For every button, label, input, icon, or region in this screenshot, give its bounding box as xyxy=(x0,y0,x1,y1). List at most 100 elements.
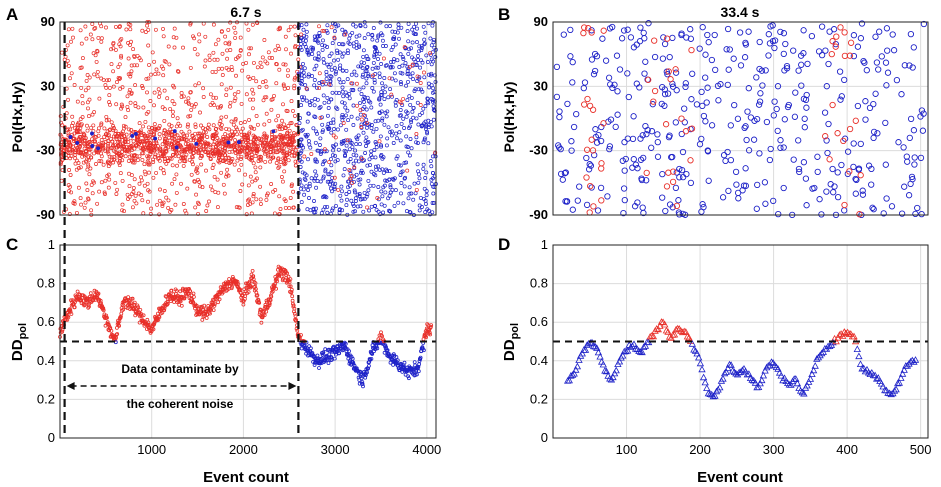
panel-a-point-red xyxy=(189,172,194,177)
panel-b-point-blue xyxy=(668,154,675,161)
panel-a-point-blue xyxy=(320,162,325,167)
panel-a-point-blue xyxy=(358,170,363,175)
panel-a-point-blue xyxy=(351,123,356,127)
panel-a-point-red xyxy=(265,134,270,139)
panel-a-point-red xyxy=(153,152,158,157)
panel-a-point-red xyxy=(248,146,253,151)
panel-a-point-red xyxy=(152,154,157,159)
panel-a-point-blue xyxy=(350,145,355,150)
panel-a-point-red xyxy=(247,52,251,57)
panel-a-point-red xyxy=(146,109,151,114)
panel-a-point-blue xyxy=(417,44,422,49)
panel-a-point-red xyxy=(99,39,104,44)
panel-a-point-blue xyxy=(357,43,361,48)
panel-a-point-red xyxy=(96,126,101,131)
panel-a-point-red xyxy=(143,172,148,177)
panel-a-point-red xyxy=(141,124,145,129)
panel-a-point-red xyxy=(201,95,206,99)
panel-a-point-blue xyxy=(429,119,433,124)
panel-b-point-blue xyxy=(800,27,807,34)
panel-a-point-blue xyxy=(307,196,311,200)
panel-a-point-blue xyxy=(419,87,424,92)
panel-b-point-blue xyxy=(679,210,686,218)
panel-a-point-red xyxy=(291,145,296,150)
panel-c-ylabel: DDpol xyxy=(9,323,29,361)
panel-b-point-blue xyxy=(870,100,877,108)
panel-a-point-red xyxy=(230,149,235,154)
panel-a-point-red xyxy=(251,91,256,96)
panel-a-point-blue xyxy=(428,36,433,41)
panel-a-point-blue xyxy=(341,139,346,143)
panel-b-point-red xyxy=(857,172,864,179)
panel-a-point-red xyxy=(293,148,298,153)
panel-a-point-red xyxy=(156,87,161,92)
panel-c-xtick-label: 3000 xyxy=(321,442,350,457)
panel-a-point-red xyxy=(229,119,234,124)
panel-a-point-blue xyxy=(412,24,416,29)
panel-a-point-red xyxy=(152,122,157,127)
panel-a-point-blue xyxy=(422,136,427,141)
panel-a-point-blue xyxy=(351,22,356,27)
panel-b-point-blue xyxy=(621,167,628,174)
panel-a-point-red xyxy=(359,125,364,129)
panel-a-point-red xyxy=(250,146,255,151)
panel-b-point-blue xyxy=(742,123,749,130)
panel-a-point-red xyxy=(99,180,104,185)
panel-b-point-blue xyxy=(874,130,881,137)
panel-a-point-red xyxy=(177,135,182,140)
panel-c-ytick-label: 1 xyxy=(48,237,55,252)
panel-a-point-red xyxy=(182,137,187,142)
panel-a-point-red xyxy=(250,179,255,184)
panel-a-point-red xyxy=(155,202,160,207)
panel-a-point-red xyxy=(238,35,243,40)
panel-b-point-blue xyxy=(574,197,581,204)
panel-a-point-red xyxy=(214,144,219,149)
panel-b-point-blue xyxy=(782,40,789,48)
panel-b-point-blue xyxy=(618,35,626,42)
panel-a-point-blue xyxy=(351,203,356,208)
panel-a-point-blue xyxy=(354,34,359,39)
panel-a-point-red xyxy=(127,194,132,199)
panel-a-point-blue xyxy=(336,57,341,62)
panel-a-point-red xyxy=(106,159,111,164)
panel-a-point-blue xyxy=(415,26,419,31)
panel-a-point-red xyxy=(143,119,148,124)
panel-a-point-red xyxy=(119,102,124,107)
panel-b-point-blue xyxy=(654,131,661,138)
panel-b-point-blue xyxy=(676,165,683,173)
panel-b-point-blue xyxy=(777,137,784,144)
panel-b-point-blue xyxy=(642,58,649,65)
panel-b-point-blue xyxy=(576,183,583,190)
panel-a-point-blue xyxy=(325,179,330,184)
panel-a-point-red xyxy=(120,158,125,163)
panel-a-point-red xyxy=(291,108,295,113)
panel-b-point-blue xyxy=(624,70,631,77)
panel-a-point-blue xyxy=(372,53,377,58)
panel-c-ytick-label: 0.6 xyxy=(37,314,55,329)
panel-a-point-red xyxy=(192,36,197,41)
panel-b-point-red xyxy=(852,117,859,124)
panel-a-point-red xyxy=(389,92,394,97)
panel-a-point-blue xyxy=(346,179,351,184)
panel-a-point-red xyxy=(149,150,154,154)
panel-b-point-blue xyxy=(861,59,868,66)
panel-a-point-blue xyxy=(312,56,317,61)
panel-a-point-red xyxy=(163,142,168,147)
panel-b-point-blue xyxy=(837,96,844,103)
panel-b-point-red xyxy=(837,24,844,31)
panel-a-point-red xyxy=(90,137,94,142)
panel-a-point-red xyxy=(327,82,332,87)
panel-a-point-blue xyxy=(312,199,316,203)
panel-a-point-red xyxy=(158,166,163,171)
panel-a-point-red xyxy=(248,174,253,179)
panel-a-point-red xyxy=(111,126,116,130)
panel-a-point-blue xyxy=(339,198,344,203)
panel-a-point-blue xyxy=(399,191,403,196)
panel-a-point-blue xyxy=(368,163,372,168)
panel-a-point-blue xyxy=(364,76,369,81)
panel-a-point-blue xyxy=(174,145,179,150)
panel-a-point-blue xyxy=(376,34,381,39)
panel-a-point-blue xyxy=(397,113,402,118)
panel-a-point-red xyxy=(92,26,97,31)
panel-a-point-red xyxy=(78,196,83,201)
